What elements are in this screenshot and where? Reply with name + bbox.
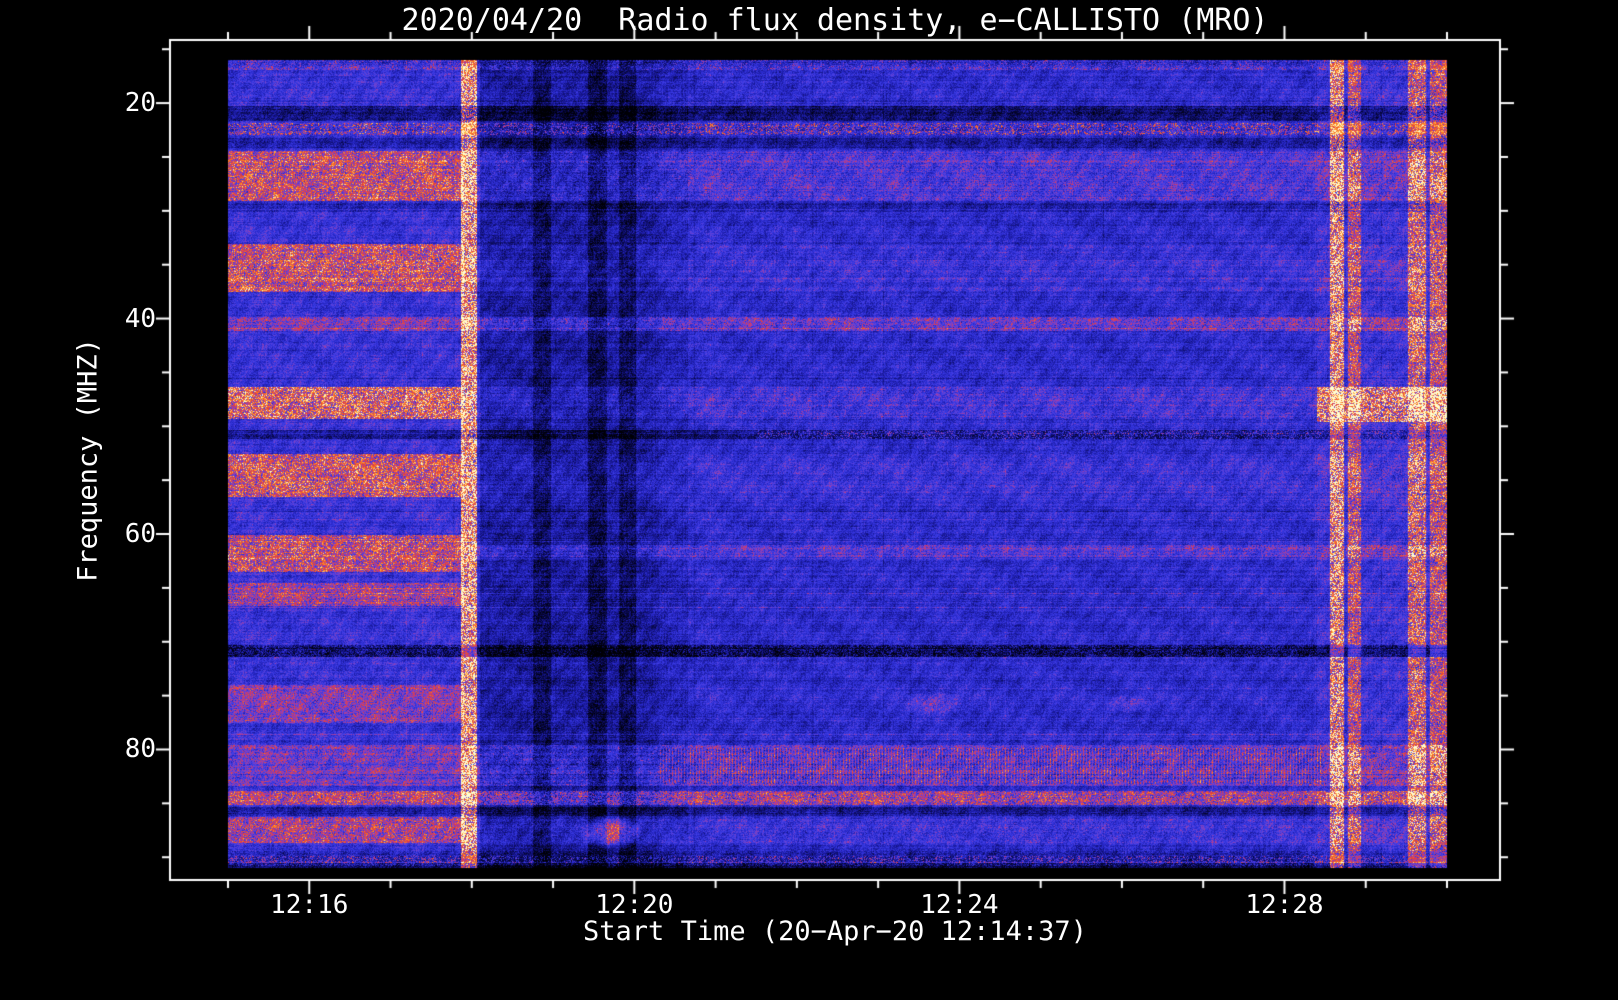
x-tick-label: 12:28 xyxy=(1245,890,1324,920)
y-tick-label: 20 xyxy=(124,88,156,119)
x-tick-label: 12:20 xyxy=(595,890,674,920)
y-tick-label: 80 xyxy=(124,734,156,765)
y-tick-label: 40 xyxy=(124,303,156,334)
y-tick-label: 60 xyxy=(124,519,156,550)
x-axis-label: Start Time (20−Apr−20 12:14:37) xyxy=(583,916,1087,947)
y-axis-label: Frequency (MHZ) xyxy=(72,338,104,582)
x-tick-label: 12:16 xyxy=(270,890,349,920)
x-tick-label: 12:24 xyxy=(920,890,999,920)
chart-title: 2020/04/20 Radio flux density, e−CALLIST… xyxy=(401,3,1269,38)
